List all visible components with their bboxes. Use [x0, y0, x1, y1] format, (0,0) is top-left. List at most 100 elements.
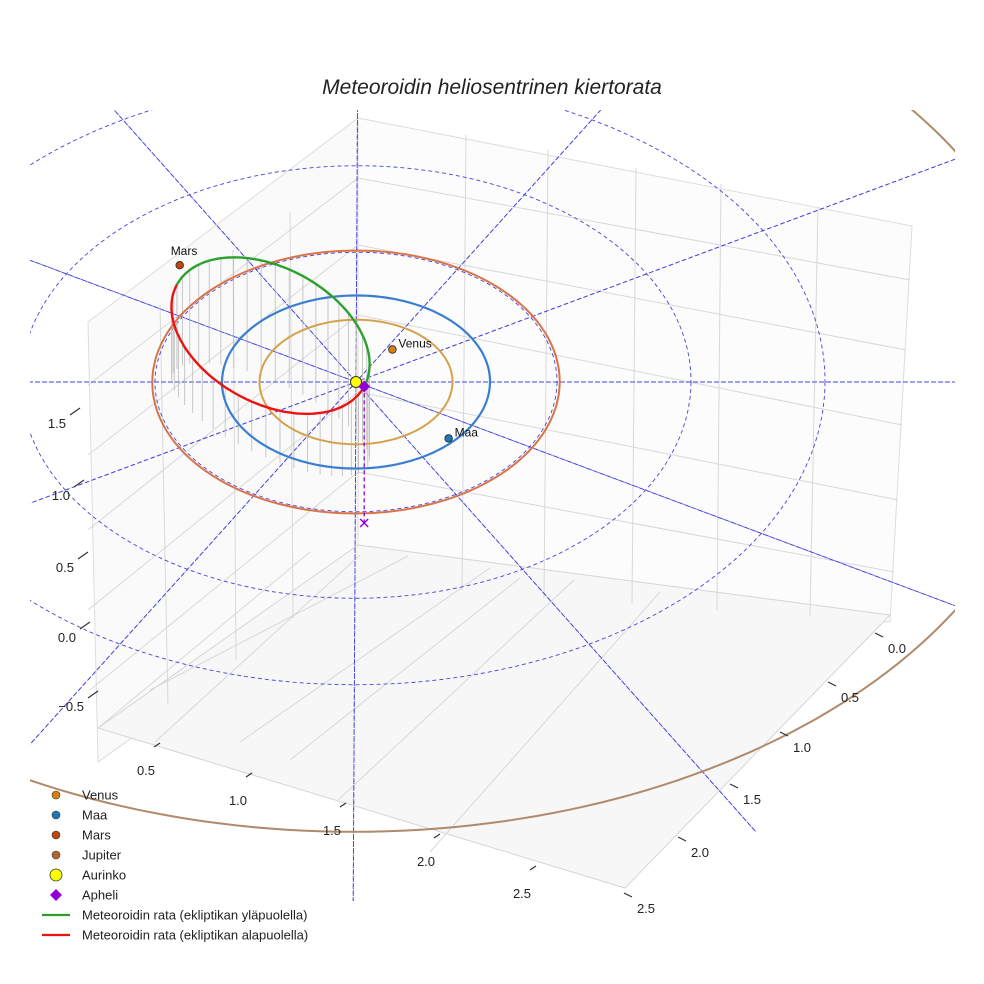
planet-label-venus: Venus — [398, 337, 431, 351]
planet-mars — [175, 261, 184, 270]
legend-item-5: Aurinko — [49, 868, 126, 883]
y-tick-label-1: 0.0 — [888, 641, 906, 656]
z-tick-mark-2 — [79, 621, 91, 630]
y-tick-mark-1 — [874, 632, 884, 638]
x-tick-label-5: 2.5 — [513, 886, 531, 901]
orbit-venus — [258, 318, 454, 446]
grid-line-20 — [239, 567, 491, 743]
grid-line-24 — [154, 554, 361, 743]
grid-line-8 — [809, 207, 819, 617]
legend-marker-1 — [51, 790, 61, 800]
orbit-maa — [220, 294, 492, 470]
meteoroid-orbit-above — [175, 256, 371, 387]
legend-marker-5 — [49, 868, 63, 882]
legend-label-7: Meteoroidin rata (ekliptikan yläpuolella… — [82, 908, 307, 923]
legend-marker-6 — [50, 889, 62, 901]
x-tick-mark-1 — [153, 742, 161, 748]
ecliptic-spoke-8 — [30, 259, 955, 607]
grid-line-9 — [87, 177, 359, 386]
x-axis-ticks: 0.5 1.0 1.5 2.0 2.5 — [137, 742, 537, 901]
x-tick-label-1: 0.5 — [137, 763, 155, 778]
grid-line-10 — [87, 244, 359, 456]
orbit-mars — [151, 249, 561, 515]
y-tick-label-4: 1.5 — [743, 792, 761, 807]
back-pane-right — [357, 117, 913, 623]
grid-line-13 — [89, 471, 359, 691]
legend-item-3: Mars — [51, 828, 111, 843]
x-tick-mark-2 — [245, 772, 253, 778]
orbit-jupiter — [30, 110, 955, 833]
z-tick-mark-4 — [73, 479, 85, 488]
x-tick-label-2: 1.0 — [229, 793, 247, 808]
x-tick-mark-4 — [433, 833, 441, 839]
grid-line-19 — [149, 555, 409, 691]
floor-pane — [96, 544, 892, 889]
axes-grid — [87, 116, 913, 889]
grid-line-25 — [289, 577, 521, 761]
legend-label-5: Aurinko — [82, 868, 126, 883]
legend-marker-3 — [51, 830, 61, 840]
z-tick-mark-1 — [87, 690, 99, 699]
legend-marker-2 — [51, 810, 61, 820]
grid-line-23 — [97, 551, 311, 729]
y-axis-ticks: 0.0 0.5 1.0 1.5 2.0 2.5 — [623, 632, 906, 916]
legend-item-6: Apheli — [50, 888, 118, 903]
z-tick-label-2: 0.0 — [58, 630, 76, 645]
planet-orbits — [30, 110, 955, 833]
grid-lines — [87, 134, 911, 853]
chart-title: Meteoroidin heliosentrinen kiertorata — [322, 76, 662, 99]
legend-label-6: Apheli — [82, 888, 118, 903]
legend-item-8: Meteoroidin rata (ekliptikan alapuolella… — [42, 928, 308, 943]
z-tick-mark-5 — [69, 407, 81, 416]
y-tick-mark-2 — [827, 681, 837, 687]
z-tick-label-4: 1.0 — [52, 488, 70, 503]
legend-item-7: Meteoroidin rata (ekliptikan yläpuolella… — [42, 908, 307, 923]
legend-marker-4 — [51, 850, 61, 860]
grid-line-18 — [357, 471, 895, 573]
z-axis-ticks: −0.5 0.0 0.5 1.0 1.5 — [48, 407, 99, 714]
x-tick-mark-3 — [339, 802, 347, 808]
grid-line-4 — [461, 134, 467, 591]
y-tick-mark-3 — [779, 731, 789, 737]
grid-line-3 — [289, 211, 294, 619]
y-tick-label-3: 1.0 — [793, 740, 811, 755]
y-tick-mark-4 — [729, 783, 739, 789]
z-tick-label-1: −0.5 — [58, 699, 84, 714]
ecliptic-spoke-3 — [113, 110, 756, 832]
planet-label-mars: Mars — [171, 244, 198, 258]
grid-line-17 — [357, 391, 899, 501]
planet-label-maa: Maa — [455, 425, 479, 439]
y-tick-label-2: 0.5 — [841, 690, 859, 705]
z-tick-mark-3 — [77, 551, 89, 560]
legend-label-1: Venus — [82, 788, 119, 803]
x-tick-mark-5 — [529, 865, 537, 871]
legend-label-4: Jupiter — [82, 848, 122, 863]
plot-area: Venus Maa Mars — [30, 110, 955, 902]
grid-line-11 — [87, 314, 359, 531]
legend-label-8: Meteoroidin rata (ekliptikan alapuolella… — [82, 928, 308, 943]
y-tick-mark-5 — [677, 836, 687, 842]
legend-item-1: Venus — [51, 788, 119, 803]
grid-line-21 — [337, 579, 575, 801]
grid-line-16 — [357, 314, 903, 426]
x-tick-label-4: 2.0 — [417, 854, 435, 869]
y-tick-mark-6 — [623, 892, 633, 898]
grid-line-6 — [631, 167, 637, 605]
drop-lines — [171, 257, 370, 477]
grid-line-22 — [429, 591, 661, 853]
legend: Venus Maa Mars Jupiter Aurinko Apheli Meteoroi… — [42, 788, 308, 943]
grid-line-5 — [543, 149, 549, 599]
meteoroid-orbit-below — [170, 284, 365, 415]
legend-label-2: Maa — [82, 808, 108, 823]
legend-item-4: Jupiter — [51, 848, 122, 863]
aphelion-marker — [358, 380, 371, 393]
grid-line-1 — [159, 304, 169, 706]
aphelion-ground-cross — [359, 518, 369, 528]
legend-label-3: Mars — [82, 828, 111, 843]
z-tick-label-3: 0.5 — [56, 560, 74, 575]
markers: Venus Maa Mars — [171, 244, 479, 528]
legend-item-2: Maa — [51, 808, 108, 823]
x-tick-label-3: 1.5 — [323, 823, 341, 838]
y-tick-label-5: 2.0 — [691, 845, 709, 860]
